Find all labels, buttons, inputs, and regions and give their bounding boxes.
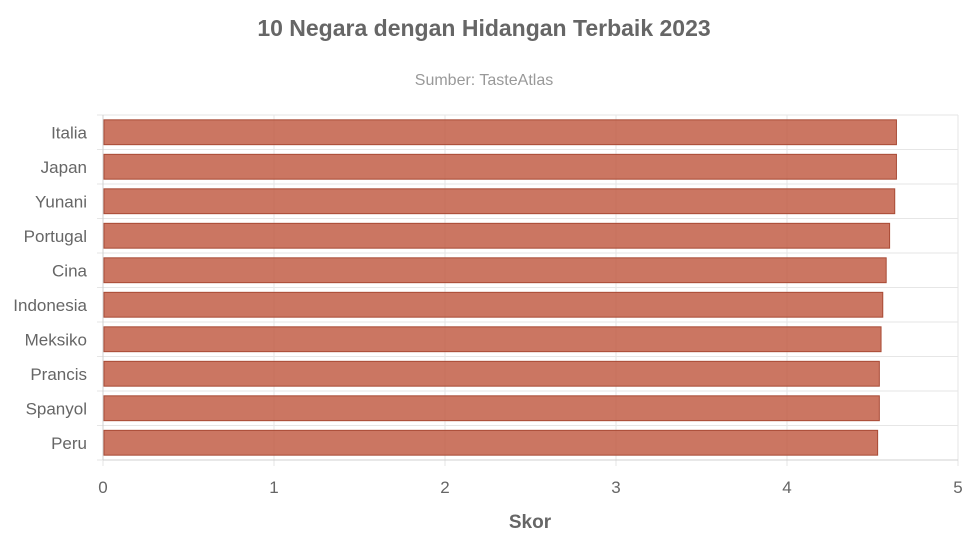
chart-title: 10 Negara dengan Hidangan Terbaik 2023 — [257, 15, 710, 41]
bar-portugal[interactable] — [103, 222, 891, 249]
y-tick-label: Prancis — [30, 365, 87, 384]
y-axis-labels: Italia Japan Yunani Portugal Cina Indonesia Me… — [13, 123, 87, 453]
x-axis-labels: 0 1 2 3 4 5 — [98, 478, 962, 497]
bar-prancis[interactable] — [103, 360, 880, 387]
bar-cina[interactable] — [103, 257, 887, 284]
bar-indonesia[interactable] — [103, 291, 884, 318]
x-tick-label: 0 — [98, 478, 107, 497]
y-tick-label: Japan — [41, 158, 87, 177]
bar-japan[interactable] — [103, 153, 897, 180]
x-tick-label: 2 — [440, 478, 449, 497]
x-tick-label: 5 — [953, 478, 962, 497]
y-tick-label: Yunani — [35, 192, 87, 211]
x-tick-label: 4 — [782, 478, 791, 497]
bar-italia[interactable] — [103, 119, 897, 146]
x-tick-label: 3 — [611, 478, 620, 497]
y-tick-label: Spanyol — [26, 399, 87, 418]
y-tick-label: Meksiko — [25, 330, 87, 349]
chart-subtitle: Sumber: TasteAtlas — [415, 72, 553, 89]
bar-peru[interactable] — [103, 429, 879, 456]
grid-lines — [97, 114, 959, 466]
bar-yunani[interactable] — [103, 188, 896, 215]
bar-meksiko[interactable] — [103, 326, 882, 353]
y-tick-label: Indonesia — [13, 296, 87, 315]
y-tick-label: Peru — [51, 434, 87, 453]
bars — [103, 119, 897, 456]
x-axis-title: Skor — [509, 512, 552, 533]
x-tick-label: 1 — [269, 478, 278, 497]
bar-spanyol[interactable] — [103, 395, 880, 422]
y-tick-label: Portugal — [24, 227, 87, 246]
y-tick-label: Italia — [51, 123, 87, 142]
y-tick-label: Cina — [52, 261, 88, 280]
